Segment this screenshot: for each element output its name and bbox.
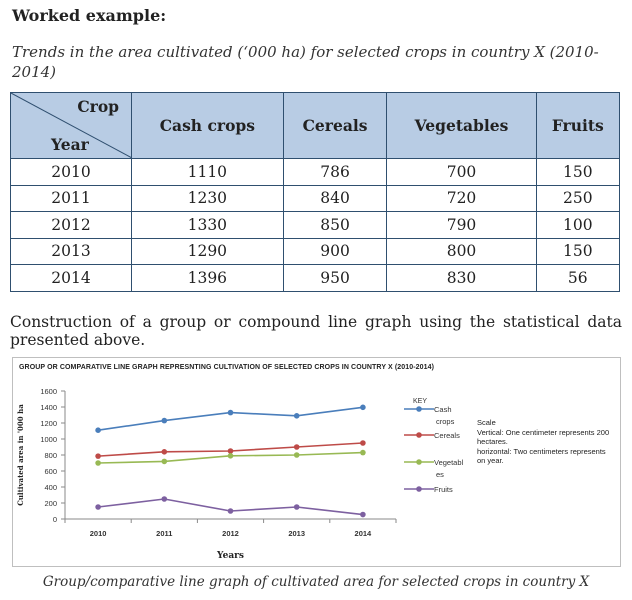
- y-tick-label: 0: [53, 515, 57, 524]
- table-cell: 2011: [10, 184, 132, 212]
- data-point: [360, 511, 366, 518]
- table-cell: 2010: [10, 158, 132, 186]
- table-cell: 2014: [10, 264, 132, 292]
- y-axis-label: Cultivated area in '000 ha: [16, 404, 25, 506]
- table-row: 2010 1110 786 700 150: [10, 158, 621, 186]
- table-row: 2011 1230 840 720 250: [10, 184, 621, 212]
- data-point: [293, 504, 300, 510]
- data-table: Crop Year Cash crops Cereals Vegetables …: [10, 92, 621, 292]
- table-cell: 100: [535, 211, 621, 239]
- scale-vertical: Vertical: One centimeter represents 200 …: [477, 427, 610, 447]
- column-header: Cereals: [282, 92, 388, 159]
- data-point: [161, 496, 168, 502]
- x-tick-label: 2010: [90, 529, 107, 538]
- chart-canvas: 0 200 400 600 800 1000 1200 1400 1600 2010 2011 201…: [16, 387, 464, 561]
- construction-text: Construction of a group or compound line…: [10, 313, 622, 349]
- table-cell: 830: [386, 264, 537, 292]
- table-cell: 1110: [131, 158, 284, 186]
- scale-title: Scale: [477, 418, 496, 427]
- legend-marker: [416, 432, 422, 438]
- table-cell: 720: [386, 184, 537, 212]
- data-point: [95, 453, 101, 459]
- corner-year-label: Year: [51, 135, 89, 154]
- data-point: [161, 449, 168, 455]
- legend-label: Fruits: [434, 485, 453, 494]
- legend-marker: [416, 486, 422, 492]
- x-tick-label: 2013: [288, 529, 305, 538]
- legend-label: Cash crops: [434, 405, 455, 426]
- table-cell: 700: [386, 158, 537, 186]
- data-point: [95, 504, 101, 510]
- table-header-row: Crop Year Cash crops Cereals Vegetables …: [10, 92, 621, 159]
- y-tick-label: 800: [44, 451, 57, 460]
- table-cell: 786: [282, 158, 388, 186]
- legend-marker: [416, 459, 422, 465]
- table-cell: 1230: [131, 184, 284, 212]
- data-point: [293, 452, 300, 458]
- scale-note: Scale Vertical: One centimeter represent…: [477, 418, 612, 466]
- y-tick-label: 1200: [40, 419, 57, 428]
- table-caption: Trends in the area cultivated (‘000 ha) …: [12, 43, 599, 81]
- y-tick-label: 1600: [40, 387, 57, 396]
- table-cell: 150: [535, 237, 621, 265]
- scale-horizontal: horizontal: Two centimeters represents o…: [477, 446, 606, 466]
- legend-label: Cereals: [434, 431, 460, 440]
- data-point: [360, 449, 366, 456]
- data-point: [227, 409, 234, 416]
- y-tick-label: 600: [44, 467, 57, 476]
- legend-marker: [416, 406, 422, 412]
- table-cell: 900: [282, 237, 388, 265]
- corner-header: Crop Year: [10, 92, 132, 159]
- data-point: [95, 427, 101, 433]
- table-cell: 790: [386, 211, 537, 239]
- y-tick-label: 400: [44, 483, 57, 492]
- figure-caption: Group/comparative line graph of cultivat…: [42, 574, 590, 590]
- table-cell: 1290: [131, 237, 284, 265]
- chart-title: GROUP OR COMPARATIVE LINE GRAPH REPRESNT…: [19, 364, 435, 371]
- data-point: [227, 448, 234, 454]
- data-point: [360, 440, 366, 446]
- table-cell: 2013: [10, 237, 132, 265]
- table-cell: 250: [535, 184, 621, 212]
- table-row: 2012 1330 850 790 100: [10, 211, 621, 239]
- table-cell: 800: [386, 237, 537, 265]
- y-tick-label: 1000: [40, 435, 57, 444]
- table-cell: 840: [282, 184, 388, 212]
- data-point: [293, 444, 300, 450]
- column-header: Vegetables: [386, 92, 537, 159]
- data-point: [161, 417, 168, 424]
- table-cell: 1396: [131, 264, 284, 292]
- table-cell: 56: [535, 264, 621, 292]
- data-point: [360, 404, 366, 411]
- table-row: 2013 1290 900 800 150: [10, 237, 621, 265]
- y-tick-label: 1400: [40, 403, 57, 412]
- legend-title: KEY: [413, 398, 427, 405]
- corner-crop-label: Crop: [77, 97, 119, 116]
- x-tick-label: 2014: [355, 529, 373, 538]
- legend-label: Vegetabl es: [434, 458, 464, 479]
- column-header: Fruits: [535, 92, 621, 159]
- table-cell: 1330: [131, 211, 284, 239]
- x-tick-label: 2011: [156, 529, 172, 538]
- column-header: Cash crops: [131, 92, 284, 159]
- table-cell: 150: [535, 158, 621, 186]
- data-point: [227, 453, 234, 459]
- table-cell: 2012: [10, 211, 132, 239]
- data-point: [227, 508, 234, 514]
- table-row: 2014 1396 950 830 56: [10, 264, 621, 292]
- data-point: [293, 413, 300, 419]
- x-tick-label: 2012: [222, 529, 239, 538]
- table-cell: 950: [282, 264, 388, 292]
- data-point: [161, 458, 168, 465]
- corner-diagonal: [11, 93, 132, 158]
- y-tick-label: 200: [44, 499, 57, 508]
- table-cell: 850: [282, 211, 388, 239]
- line-chart: GROUP OR COMPARATIVE LINE GRAPH REPRESNT…: [12, 357, 621, 567]
- x-axis-label: Years: [216, 551, 244, 561]
- data-point: [95, 460, 101, 466]
- heading: Worked example:: [12, 6, 167, 25]
